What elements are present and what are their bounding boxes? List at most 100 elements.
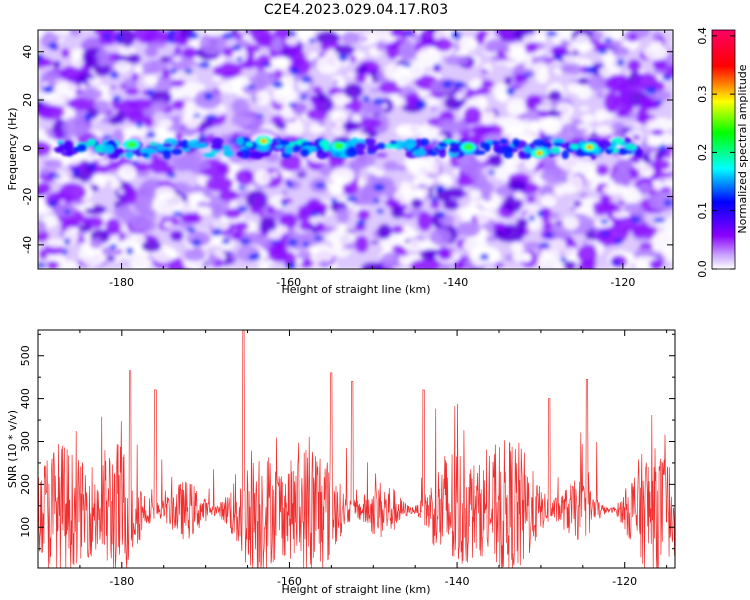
heatmap-noise-blob [366,166,377,173]
heatmap-noise-blob [344,102,351,110]
heatmap-noise-blob [651,230,673,252]
heatmap-noise-blob [531,121,540,133]
signal-band-blob [518,150,526,160]
heatmap-noise-blob [402,194,409,201]
heatmap-noise-blob [286,180,294,189]
signal-band-blob [511,138,520,148]
heatmap-noise-blob [616,110,630,118]
heatmap-noise-blob [203,191,214,198]
heatmap-noise-blob [655,151,666,159]
heatmap-xlabel: Height of straight line (km) [281,283,430,296]
heatmap-noise-blob [493,221,507,231]
heatmap-noise-blob [38,104,65,120]
heatmap-noise-blob [117,204,131,213]
heatmap-noise-blob [273,86,297,105]
heatmap-noise-blob [652,159,671,170]
heatmap-noise-blob [559,256,567,263]
signal-band-blob [77,143,87,150]
heatmap-noise-blob [316,55,341,75]
heatmap-noise-blob [166,30,176,37]
heatmap-xtick-label: -140 [443,276,468,289]
heatmap-noise-blob [612,130,625,138]
heatmap-noise-blob [168,88,184,103]
heatmap-plot: -180 -160 -140 -120 -40 -20 0 20 40 Height of st… [6,29,674,296]
heatmap-noise-blob [469,199,480,206]
heatmap-noise-blob [587,75,606,91]
signal-band-blob [102,144,115,154]
heatmap-noise-blob [208,253,218,266]
heatmap-noise-blob [495,30,513,38]
heatmap-noise-blob [182,46,198,59]
heatmap-noise-blob [375,40,387,52]
heatmap-noise-blob [271,171,279,178]
heatmap-noise-blob [617,200,625,206]
heatmap-noise-blob [454,80,465,88]
heatmap-xtick-label: -160 [276,276,301,289]
heatmap-noise-blob [237,185,246,191]
heatmap-noise-blob [442,80,453,89]
heatmap-noise-blob [262,61,272,68]
heatmap-noise-blob [521,252,532,263]
heatmap-noise-blob [127,98,154,110]
heatmap-noise-blob [113,95,122,103]
heatmap-noise-blob [456,207,481,218]
heatmap-noise-blob [398,255,409,265]
heatmap-noise-blob [167,36,175,44]
heatmap-noise-blob [352,188,379,207]
heatmap-noise-blob [174,46,182,55]
heatmap-noise-blob [390,206,405,219]
heatmap-noise-blob [633,134,641,141]
heatmap-noise-blob [475,87,491,95]
heatmap-noise-blob [630,219,649,238]
heatmap-noise-blob [470,124,493,136]
signal-peak-mid [333,142,344,150]
heatmap-noise-blob [610,46,629,57]
signal-band-blob [195,142,208,149]
heatmap-noise-blob [645,117,673,131]
heatmap-noise-blob [332,79,339,85]
heatmap-noise-blob [429,228,452,246]
heatmap-noise-blob [127,47,137,54]
heatmap-noise-blob [153,126,170,141]
heatmap-noise-blob [306,198,323,213]
heatmap-noise-blob [130,214,145,233]
heatmap-noise-blob [110,85,116,90]
heatmap-noise-blob [114,30,136,48]
heatmap-noise-blob [203,30,225,37]
heatmap-noise-blob [345,196,358,202]
heatmap-noise-blob [292,104,307,116]
heatmap-noise-blob [167,172,176,179]
heatmap-noise-blob [117,189,125,195]
signal-band-blob [561,150,570,160]
heatmap-noise-blob [232,44,242,52]
signal-band-blob [634,148,644,158]
heatmap-noise-blob [354,235,369,253]
heatmap-noise-blob [228,138,239,144]
heatmap-noise-blob [437,118,459,131]
heatmap-noise-blob [52,30,70,36]
heatmap-noise-blob [269,56,292,69]
heatmap-noise-blob [231,110,256,128]
heatmap-noise-blob [286,31,297,37]
heatmap-noise-blob [38,220,47,234]
heatmap-noise-blob [92,172,107,189]
heatmap-noise-blob [524,42,538,54]
snr-ytick-label: 500 [19,345,32,366]
snr-ytick-label: 300 [19,431,32,452]
heatmap-noise-blob [318,165,334,177]
heatmap-noise-blob [416,183,428,189]
heatmap-noise-blob [553,186,565,197]
heatmap-noise-blob [121,185,138,205]
heatmap-noise-blob [48,199,58,207]
heatmap-noise-blob [110,179,122,190]
heatmap-noise-blob [83,201,95,209]
heatmap-noise-blob [399,181,413,194]
heatmap-noise-blob [401,62,412,67]
heatmap-noise-blob [259,216,277,234]
heatmap-noise-blob [556,156,581,169]
heatmap-noise-blob [170,79,186,87]
heatmap-noise-blob [141,60,159,76]
heatmap-noise-blob [87,163,97,169]
heatmap-noise-blob [318,260,330,269]
heatmap-noise-blob [115,34,123,42]
